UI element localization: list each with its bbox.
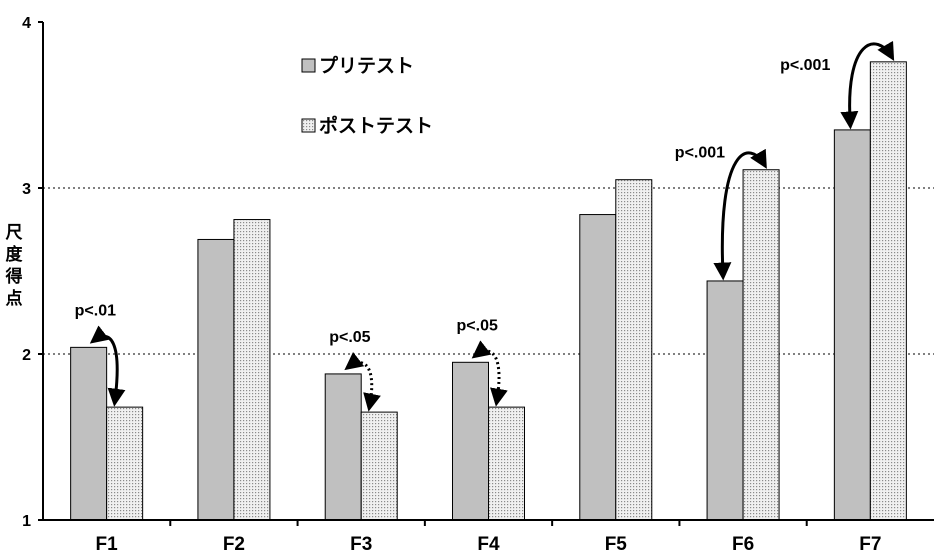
annotations: p<.01 p<.05 p<.05 p<.001 p<.001 xyxy=(75,40,895,412)
bars xyxy=(70,61,907,521)
bar-F3-pretest xyxy=(324,373,362,521)
legend-label-pretest: プリテスト xyxy=(319,54,414,77)
y-tick-label-2: 2 xyxy=(22,347,31,364)
significance-label-F4: p<.05 xyxy=(457,317,498,334)
significance-arrow-F3 xyxy=(344,351,381,412)
bar-F6-pretest xyxy=(706,280,744,521)
bar-F3-posttest xyxy=(360,411,398,521)
y-tick-label-1: 1 xyxy=(22,513,31,530)
significance-arrow-F6 xyxy=(713,148,767,281)
y-axis-label-char: 度 xyxy=(6,244,24,265)
significance-arrow-F4 xyxy=(471,340,508,407)
y-tick-label-4: 4 xyxy=(22,15,31,32)
bar-F7-pretest xyxy=(833,129,871,521)
significance-label-F3: p<.05 xyxy=(329,329,370,346)
legend-swatch-pretest xyxy=(301,58,316,73)
bar-F2-pretest xyxy=(197,238,235,521)
y-axis-label-char: 尺 xyxy=(6,223,23,243)
legend-swatch-posttest xyxy=(301,118,316,133)
bar-F2-posttest xyxy=(233,219,271,521)
significance-label-F7: p<.001 xyxy=(780,57,830,74)
axes: 1 2 3 4 F1 F2 F3 F4 F5 F6 F7 xyxy=(22,15,934,555)
significance-label-F6: p<.001 xyxy=(675,145,725,162)
x-tick-label-F3: F3 xyxy=(350,534,372,555)
y-axis-label-char: 点 xyxy=(6,288,23,309)
bar-F5-pretest xyxy=(579,214,617,521)
x-tick-label-F7: F7 xyxy=(859,534,881,555)
significance-label-F1: p<.01 xyxy=(75,302,116,319)
significance-arrow-F7 xyxy=(840,40,895,130)
x-tick-label-F2: F2 xyxy=(223,534,245,555)
bar-F4-pretest xyxy=(452,361,489,521)
bar-F5-posttest xyxy=(615,179,653,521)
x-tick-label-F6: F6 xyxy=(732,534,754,555)
bar-F6-posttest xyxy=(742,169,780,521)
x-tick-label-F5: F5 xyxy=(605,534,628,555)
legend-label-posttest: ポストテスト xyxy=(319,114,433,137)
y-tick-label-3: 3 xyxy=(22,181,31,198)
x-tick-label-F1: F1 xyxy=(96,534,119,555)
y-axis-label-char: 得 xyxy=(5,266,23,287)
bar-F4-posttest xyxy=(488,406,525,521)
bar-F1-posttest xyxy=(106,406,144,521)
bar-F7-posttest xyxy=(869,61,907,521)
bar-F1-pretest xyxy=(70,346,108,521)
x-tick-label-F4: F4 xyxy=(477,534,500,555)
significance-arrow-F1 xyxy=(89,325,126,407)
